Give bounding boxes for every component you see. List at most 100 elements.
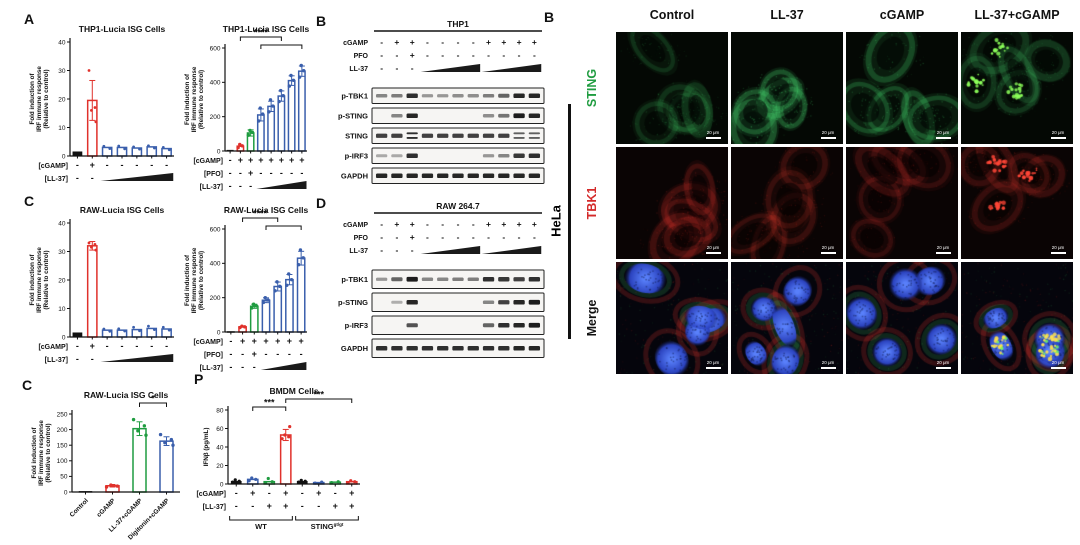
scale-bar-label: 20 μm <box>706 360 720 365</box>
scale-bar: 20 μm <box>702 130 724 139</box>
band <box>498 323 510 328</box>
y-tick-label: 400 <box>210 80 221 87</box>
condition-symbol: - <box>135 160 138 170</box>
data-point <box>108 147 112 150</box>
data-point <box>280 437 284 441</box>
bar-red <box>279 434 292 485</box>
c3-svg: RAW-Lucia ISG Cells* 0 50 100 150 200 250 Fold … <box>31 390 180 541</box>
condition-symbol: - <box>380 50 383 60</box>
condition-symbol: - <box>229 181 232 191</box>
data-point <box>299 63 303 68</box>
data-point <box>138 329 141 333</box>
micrograph-merge-cgamp <box>846 262 958 374</box>
data-point <box>158 432 163 437</box>
bar-black <box>72 151 83 157</box>
micrograph-merge-ll-37 <box>731 262 843 374</box>
condition-symbol: - <box>76 354 79 364</box>
band-label: p-TBK1 <box>341 275 368 284</box>
data-point <box>237 479 241 483</box>
condition-symbol: - <box>441 50 444 60</box>
band <box>528 153 541 158</box>
band <box>375 154 388 158</box>
band <box>421 133 434 138</box>
condition-symbol: + <box>287 336 292 346</box>
condition-row-label: [PFO] <box>204 352 223 359</box>
band <box>528 277 541 282</box>
band <box>513 153 525 158</box>
data-point <box>301 256 305 260</box>
condition-symbol: - <box>380 232 383 242</box>
band-box <box>371 147 545 164</box>
band-label: GAPDH <box>341 171 368 180</box>
condition-row-label: cGAMP <box>343 40 368 47</box>
panel-letter-b-blot: B <box>316 13 327 29</box>
data-point <box>94 248 98 252</box>
data-point <box>288 425 292 429</box>
data-point <box>281 94 285 98</box>
x-category-label: cGAMP <box>96 497 118 519</box>
y-tick-label: 200 <box>210 295 221 302</box>
scale-bar: 20 μm <box>817 360 839 369</box>
band <box>406 323 418 328</box>
scale-bar-line <box>705 251 721 254</box>
scale-bar: 20 μm <box>932 245 954 254</box>
micrograph-sting-ll-37-cgamp <box>961 32 1073 144</box>
band <box>498 346 510 351</box>
data-point <box>115 484 120 488</box>
condition-symbol: - <box>229 362 232 372</box>
band <box>528 173 541 179</box>
micrograph-tbk1-cgamp <box>846 147 958 259</box>
condition-symbol: - <box>380 37 383 47</box>
band-label: p-TBK1 <box>341 91 368 100</box>
band <box>375 173 388 179</box>
band <box>528 299 541 305</box>
condition-symbol: - <box>441 37 444 47</box>
data-point <box>247 479 251 483</box>
data-point <box>279 88 283 93</box>
condition-symbol: - <box>229 155 232 165</box>
band <box>437 94 449 98</box>
y-tick-label: 200 <box>210 114 221 121</box>
data-point <box>275 280 279 284</box>
data-point <box>89 245 93 249</box>
data-point <box>297 480 301 484</box>
band <box>498 133 510 138</box>
condition-symbol: + <box>289 155 294 165</box>
bar-blue <box>159 440 174 493</box>
sig-stars: **** <box>253 209 268 219</box>
condition-symbol: - <box>472 219 475 229</box>
y-axis-label: Fold induction of <box>184 73 191 125</box>
band <box>406 113 418 119</box>
condition-symbol: + <box>517 37 522 47</box>
micro-col-label-control: Control <box>649 8 695 22</box>
band <box>391 346 403 351</box>
scale-bar-line <box>705 366 721 369</box>
band-label: STING <box>345 131 368 140</box>
scale-bar-label: 20 μm <box>821 245 835 250</box>
condition-symbol: - <box>441 219 444 229</box>
data-point <box>242 325 247 329</box>
condition-symbol: - <box>288 349 291 359</box>
condition-symbol: + <box>410 50 415 60</box>
condition-symbol: + <box>299 155 304 165</box>
data-point <box>353 480 357 484</box>
y-axis-label: Fold induction of <box>29 254 36 306</box>
y-tick-label: 40 <box>58 220 66 227</box>
band <box>406 93 418 98</box>
sig-stars: *** <box>264 398 275 408</box>
band-box <box>371 315 545 335</box>
data-point <box>266 476 270 481</box>
condition-symbol: + <box>283 501 288 511</box>
data-point <box>152 146 156 150</box>
data-point <box>246 133 251 137</box>
condition-symbol: - <box>457 50 460 60</box>
y-tick-label: 600 <box>210 45 221 52</box>
micrograph-merge-control <box>616 262 728 374</box>
scale-bar-line <box>820 251 836 254</box>
condition-symbol: + <box>410 219 415 229</box>
blot-RAW 264.7-svg: RAW 264.7 cGAMP - + + - - - - + + + + PFO - - + - - - - - - - - L… <box>338 201 545 358</box>
scale-bar-label: 20 μm <box>821 130 835 135</box>
condition-row-label: [LL-37] <box>200 365 223 372</box>
condition-symbol: - <box>395 63 398 73</box>
band <box>391 133 403 138</box>
